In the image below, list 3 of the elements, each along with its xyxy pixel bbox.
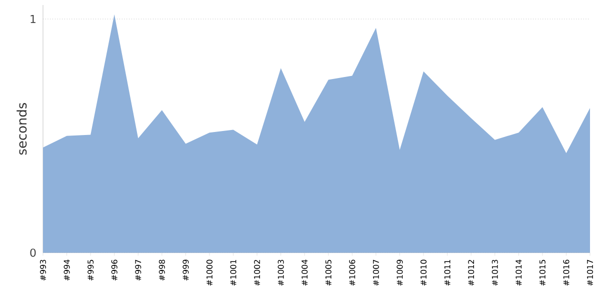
y-tick-label: 1 [30, 15, 36, 24]
y-axis-title: seconds [16, 103, 27, 155]
y-tick-label: 0 [30, 248, 36, 257]
